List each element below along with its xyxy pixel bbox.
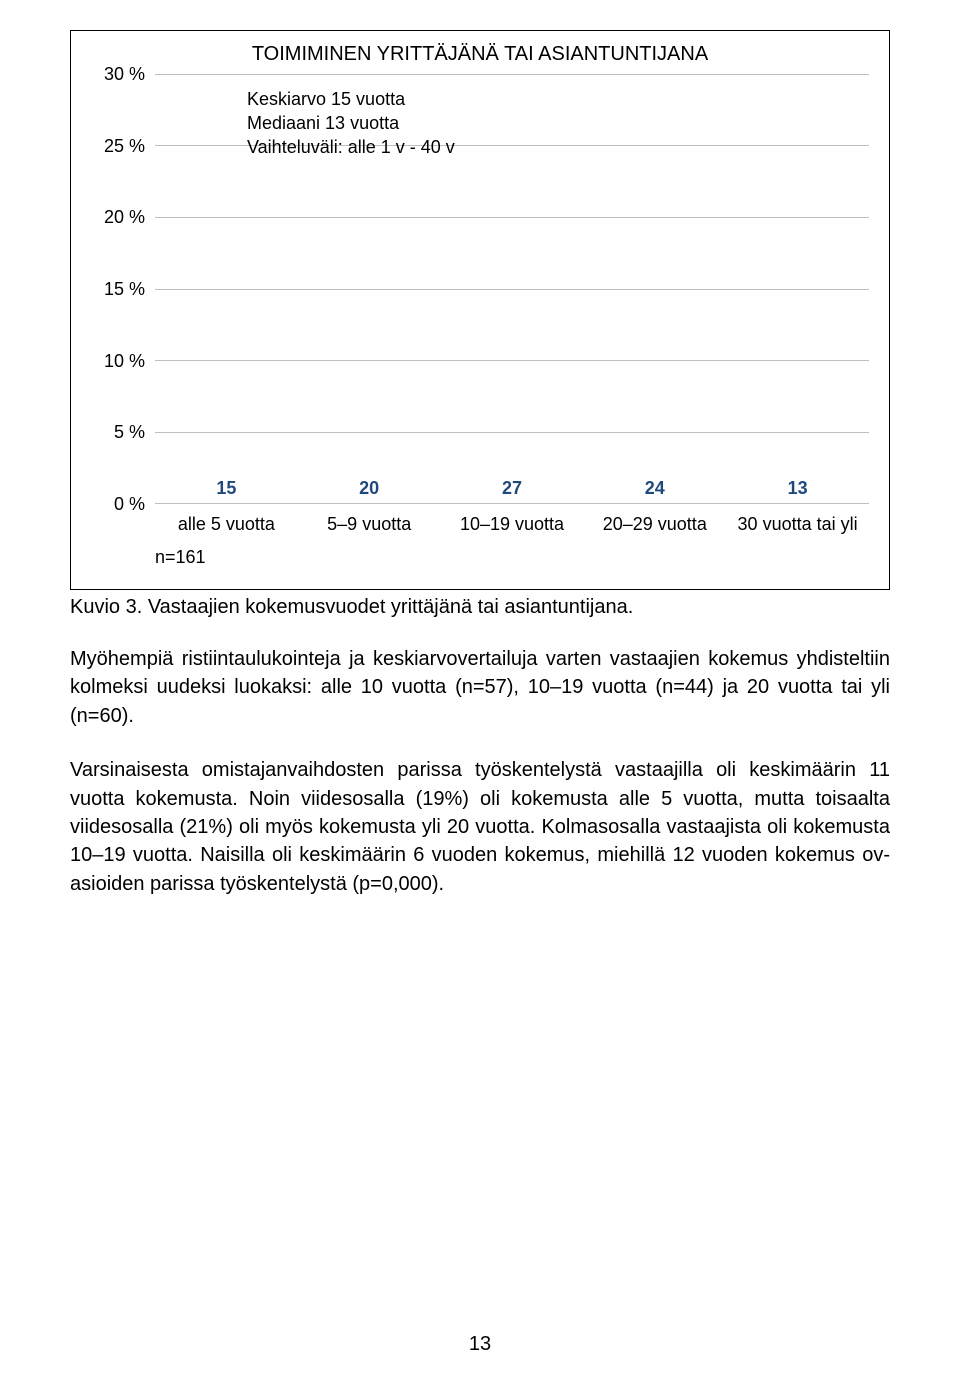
plot-area: Keskiarvo 15 vuottaMediaani 13 vuottaVai… — [155, 74, 869, 504]
bar-value-label: 13 — [788, 478, 808, 499]
paragraph-2: Varsinaisesta omistajanvaihdosten pariss… — [70, 756, 890, 898]
bars: 15 20 27 24 13 — [155, 74, 869, 503]
chart-title: TOIMIMINEN YRITTÄJÄNÄ TAI ASIANTUNTIJANA — [91, 43, 869, 66]
bar-value-label: 24 — [645, 478, 665, 499]
bar-wrap: 13 — [733, 478, 862, 503]
n-label: n=161 — [155, 547, 869, 568]
y-axis: 30 %25 %20 %15 %10 %5 %0 % — [91, 74, 155, 504]
x-tick: 10–19 vuotta — [448, 514, 577, 535]
chart-body: 30 %25 %20 %15 %10 %5 %0 % Keskiarvo 15 … — [91, 74, 869, 504]
x-tick: 20–29 vuotta — [591, 514, 720, 535]
figure-caption: Kuvio 3. Vastaajien kokemusvuodet yrittä… — [70, 596, 890, 619]
paragraph-1: Myöhempiä ristiintaulukointeja ja keskia… — [70, 645, 890, 730]
bar-value-label: 15 — [216, 478, 236, 499]
x-tick: 30 vuotta tai yli — [733, 514, 862, 535]
x-tick: 5–9 vuotta — [305, 514, 434, 535]
x-axis: alle 5 vuotta 5–9 vuotta 10–19 vuotta 20–29… — [155, 504, 869, 535]
bar-value-label: 27 — [502, 478, 522, 499]
bar-wrap: 27 — [448, 478, 577, 503]
gridline — [155, 503, 869, 504]
x-tick: alle 5 vuotta — [162, 514, 291, 535]
page-number: 13 — [0, 1333, 960, 1356]
bar-wrap: 20 — [305, 478, 434, 503]
bar-wrap: 15 — [162, 478, 291, 503]
bar-wrap: 24 — [591, 478, 720, 503]
bar-value-label: 20 — [359, 478, 379, 499]
chart-container: TOIMIMINEN YRITTÄJÄNÄ TAI ASIANTUNTIJANA… — [70, 30, 890, 590]
